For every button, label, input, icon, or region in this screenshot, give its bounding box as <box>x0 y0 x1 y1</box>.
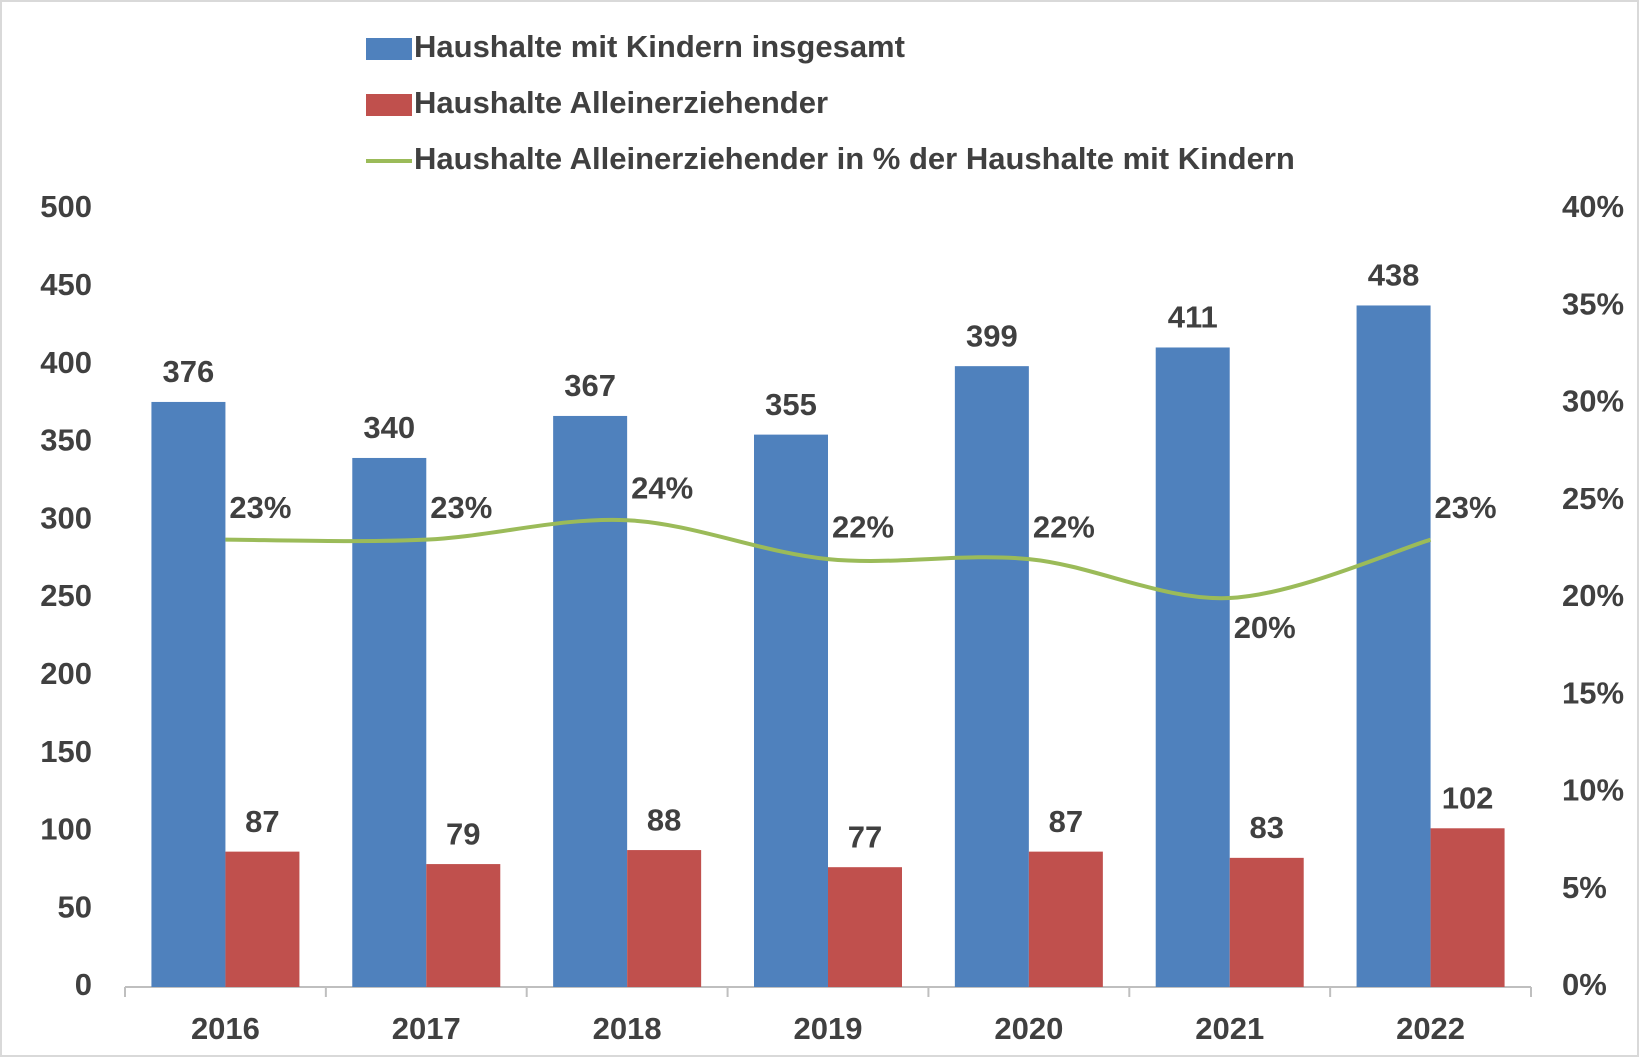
y2-tick-label: 40% <box>1562 189 1624 224</box>
y2-tick-label: 5% <box>1562 870 1607 905</box>
y-tick-label: 450 <box>40 267 92 302</box>
x-tick-label: 2021 <box>1195 1011 1264 1046</box>
bar <box>426 864 501 987</box>
bar-value-label: 438 <box>1368 258 1420 293</box>
bar <box>352 457 427 988</box>
y-tick-label: 100 <box>40 812 92 847</box>
x-tick-label: 2018 <box>593 1011 662 1046</box>
bar <box>954 366 1029 987</box>
bar <box>1356 305 1431 987</box>
y-tick-label: 50 <box>58 889 92 924</box>
y2-tick-label: 0% <box>1562 967 1607 1002</box>
y2-tick-label: 35% <box>1562 286 1624 321</box>
y2-tick-label: 20% <box>1562 578 1624 613</box>
x-tick-label: 2017 <box>392 1011 461 1046</box>
bar <box>225 851 300 987</box>
line-value-label: 22% <box>1033 509 1095 544</box>
bar-value-label: 399 <box>966 318 1018 353</box>
bar-value-label: 87 <box>1049 804 1083 839</box>
line-value-label: 24% <box>631 470 693 505</box>
line-value-label: 23% <box>1435 490 1497 525</box>
bar <box>627 850 702 987</box>
line-value-label: 23% <box>229 490 291 525</box>
bar-value-label: 367 <box>564 368 616 403</box>
legend-swatch <box>366 38 412 60</box>
bar-value-label: 376 <box>163 354 215 389</box>
bar <box>754 434 828 987</box>
y-tick-label: 350 <box>40 423 92 458</box>
legend-swatch <box>366 94 412 116</box>
bar-value-label: 79 <box>446 816 480 851</box>
bar <box>1155 347 1230 987</box>
y-tick-label: 400 <box>40 345 92 380</box>
line-value-label: 23% <box>430 490 492 525</box>
line-value-label: 20% <box>1234 610 1296 645</box>
y-tick-label: 300 <box>40 500 92 535</box>
bar <box>553 415 628 987</box>
bar <box>1028 851 1103 987</box>
x-tick-label: 2019 <box>794 1011 863 1046</box>
bar <box>828 867 902 987</box>
x-tick-label: 2016 <box>191 1011 260 1046</box>
bar-value-label: 102 <box>1442 780 1494 815</box>
y-tick-label: 200 <box>40 656 92 691</box>
legend-label: Haushalte Alleinerziehender <box>414 85 828 120</box>
bar-value-label: 340 <box>363 410 415 445</box>
legend-label: Haushalte mit Kindern insgesamt <box>414 29 905 64</box>
y2-tick-label: 30% <box>1562 384 1624 419</box>
legend-label: Haushalte Alleinerziehender in % der Hau… <box>414 141 1295 176</box>
y-tick-label: 250 <box>40 578 92 613</box>
bar-value-label: 355 <box>765 387 817 422</box>
y-tick-label: 0 <box>75 967 92 1002</box>
y2-tick-label: 25% <box>1562 481 1624 516</box>
y2-tick-label: 10% <box>1562 773 1624 808</box>
bar <box>151 401 226 988</box>
bar-value-label: 77 <box>848 819 882 854</box>
bar <box>1229 857 1304 987</box>
bar-value-label: 411 <box>1168 300 1218 335</box>
bar-value-label: 87 <box>245 804 279 839</box>
y2-tick-label: 15% <box>1562 675 1624 710</box>
x-tick-label: 2020 <box>994 1011 1063 1046</box>
bar-value-label: 88 <box>647 802 681 837</box>
bar <box>1430 828 1505 987</box>
line-value-label: 22% <box>832 509 894 544</box>
y-tick-label: 500 <box>40 189 92 224</box>
y-tick-label: 150 <box>40 734 92 769</box>
line <box>225 517 1432 601</box>
x-tick-label: 2022 <box>1396 1011 1465 1046</box>
bar-value-label: 83 <box>1249 810 1283 845</box>
